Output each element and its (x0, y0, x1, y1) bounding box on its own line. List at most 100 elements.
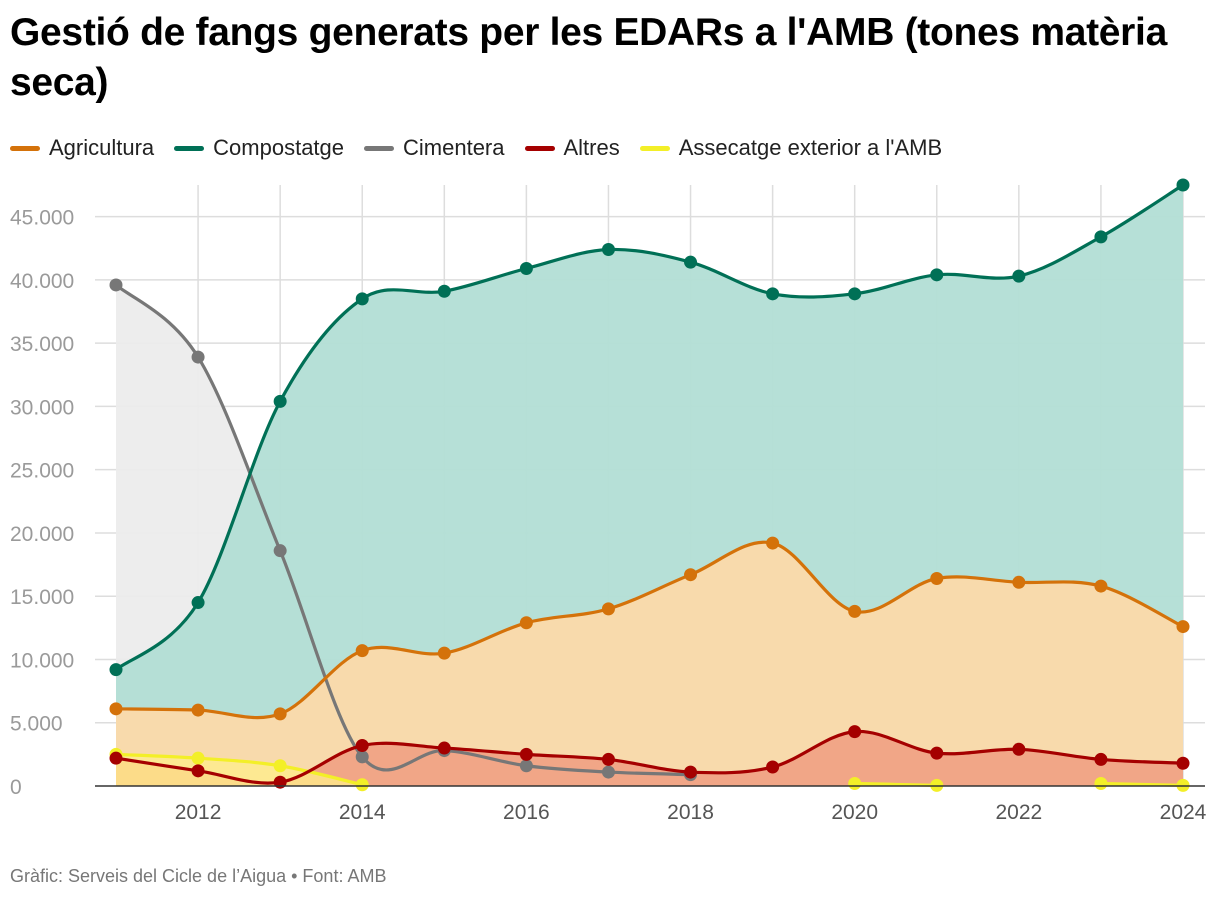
point-cimentera (519, 759, 533, 773)
x-tick-label: 2018 (667, 801, 714, 824)
line-agricultura (115, 540, 1184, 720)
legend-swatch-assecatge (639, 145, 670, 151)
point-altres (601, 752, 615, 766)
y-tick-label: 5.000 (10, 713, 63, 736)
x-tick-label: 2012 (175, 801, 222, 824)
chart-title: Gestió de fangs generats per les EDARs a… (10, 11, 1167, 104)
point-altres (766, 760, 780, 774)
point-altres (191, 764, 205, 778)
chart-area-fills (116, 185, 1183, 786)
y-tick-label: 25.000 (10, 460, 74, 483)
chart-axis: 0 5.000 10.000 15.000 20.000 25.000 30.000 35.0… (10, 207, 1207, 824)
chart-data-points (109, 178, 1190, 792)
point-agricultura (930, 571, 944, 585)
area-agricultura (116, 542, 1183, 786)
point-altres (1176, 756, 1190, 770)
legend-label-compostatge: Compostatge (213, 135, 345, 160)
point-altres (1012, 742, 1026, 756)
point-compostatge (355, 292, 369, 306)
x-tick-label: 2014 (339, 801, 386, 824)
line-assecatge-exterior-a-l-amb (1100, 781, 1184, 787)
y-tick-label: 15.000 (10, 586, 74, 609)
point-compostatge (191, 596, 205, 610)
point-altres (109, 751, 123, 765)
point-altres (1094, 752, 1108, 766)
point-agricultura (1012, 575, 1026, 589)
point-agricultura (848, 604, 862, 618)
legend-item-agricultura: Agricultura (10, 135, 154, 161)
point-compostatge (437, 284, 451, 298)
chart-legend: Agricultura Compostatge Cimentera Altres… (10, 133, 962, 163)
point-altres (355, 739, 369, 753)
legend-swatch-agricultura (10, 145, 40, 151)
y-tick-label: 30.000 (10, 396, 74, 419)
point-compostatge (1176, 178, 1190, 192)
legend-item-assecatge: Assecatge exterior a l'AMB (639, 135, 943, 161)
line-assecatge-exterior-a-l-amb (115, 752, 363, 787)
point-agricultura (684, 568, 698, 582)
point-altres (930, 746, 944, 760)
area-assecatge-exterior-a-l-amb (116, 754, 363, 786)
legend-item-altres: Altres (524, 135, 620, 161)
point-agricultura (109, 702, 123, 716)
point-compostatge (848, 287, 862, 301)
x-tick-label: 2020 (831, 801, 878, 824)
point-altres (273, 775, 287, 789)
point-compostatge (766, 287, 780, 301)
y-tick-label: 0 (10, 776, 22, 799)
point-compostatge (930, 268, 944, 282)
point-assecatge-exterior-a-l-amb (273, 759, 287, 773)
line-altres (115, 729, 1184, 785)
chart-source-footer: Gràfic: Serveis del Cicle de l’Aigua • F… (10, 866, 387, 886)
point-altres (437, 741, 451, 755)
x-tick-label: 2024 (1160, 801, 1207, 824)
point-assecatge-exterior-a-l-amb (848, 776, 862, 790)
area-altres (116, 731, 1183, 786)
point-agricultura (766, 536, 780, 550)
point-cimentera (109, 278, 123, 292)
point-cimentera (191, 350, 205, 364)
point-assecatge-exterior-a-l-amb (191, 751, 205, 765)
legend-swatch-compostatge (174, 145, 205, 151)
y-tick-label: 10.000 (10, 649, 74, 672)
legend-label-cimentera: Cimentera (403, 135, 505, 160)
legend-item-compostatge: Compostatge (174, 135, 344, 161)
point-assecatge-exterior-a-l-amb (1094, 776, 1108, 790)
point-altres (519, 747, 533, 761)
point-compostatge (519, 262, 533, 276)
legend-item-cimentera: Cimentera (364, 135, 505, 161)
point-compostatge (1094, 230, 1108, 244)
legend-swatch-cimentera (364, 145, 395, 151)
legend-label-altres: Altres (563, 135, 620, 160)
legend-swatch-altres (524, 145, 555, 151)
point-altres (684, 765, 698, 779)
x-tick-label: 2022 (995, 801, 1042, 824)
point-agricultura (601, 602, 615, 616)
point-cimentera (273, 544, 287, 558)
y-tick-label: 35.000 (10, 333, 74, 356)
point-agricultura (355, 644, 369, 658)
legend-label-assecatge: Assecatge exterior a l'AMB (678, 135, 943, 160)
line-compostatge (114, 183, 1184, 671)
point-agricultura (519, 616, 533, 630)
point-agricultura (273, 707, 287, 721)
legend-label-agricultura: Agricultura (49, 135, 155, 160)
x-tick-label: 2016 (503, 801, 550, 824)
point-cimentera (601, 765, 615, 779)
point-agricultura (437, 646, 451, 660)
y-tick-label: 40.000 (10, 270, 74, 293)
point-agricultura (1094, 579, 1108, 593)
point-altres (848, 725, 862, 739)
point-compostatge (684, 255, 698, 269)
point-compostatge (1012, 269, 1026, 283)
y-tick-label: 45.000 (10, 207, 74, 230)
point-agricultura (191, 703, 205, 717)
point-assecatge-exterior-a-l-amb (355, 778, 369, 792)
point-compostatge (109, 663, 123, 677)
point-cimentera (355, 750, 369, 764)
point-compostatge (601, 243, 615, 257)
point-compostatge (273, 394, 287, 408)
point-agricultura (1176, 620, 1190, 634)
y-tick-label: 20.000 (10, 523, 74, 546)
